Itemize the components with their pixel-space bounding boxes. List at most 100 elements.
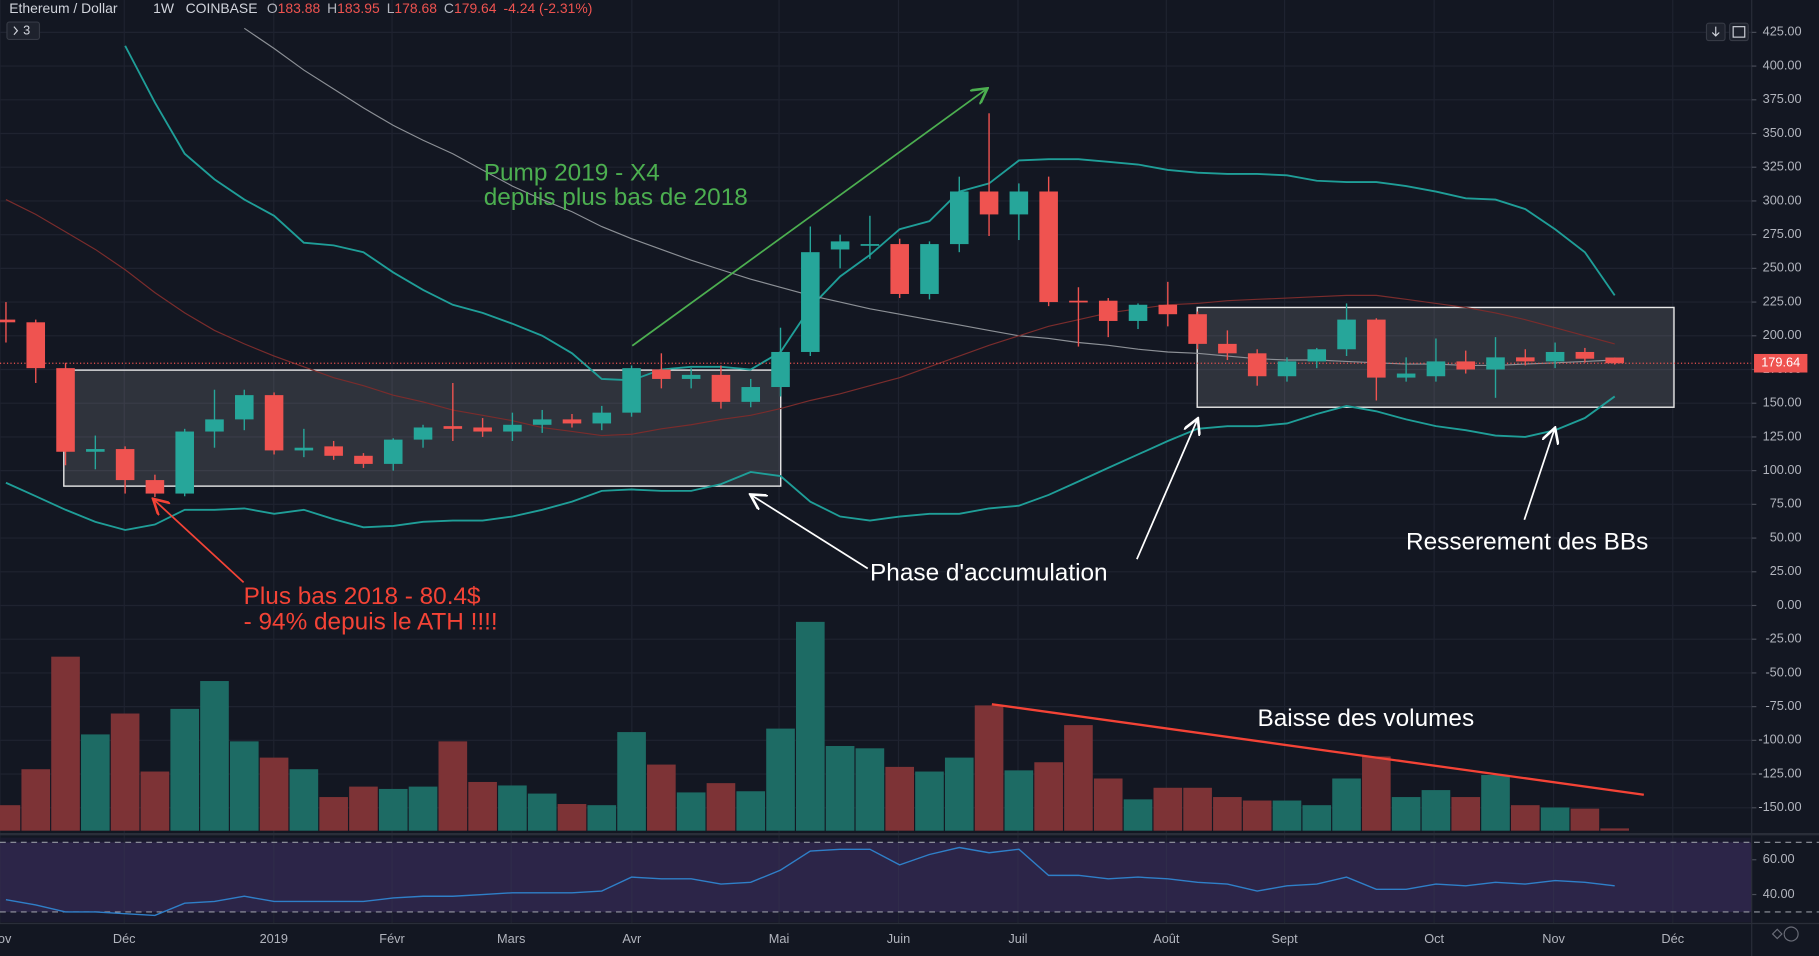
volume-bar bbox=[676, 792, 706, 831]
annotations: Pump 2019 - X4 depuis plus bas de 2018 P… bbox=[154, 89, 1648, 796]
volume-bar bbox=[319, 797, 348, 831]
volume-bar bbox=[1093, 778, 1123, 831]
volume-bar bbox=[1540, 807, 1570, 831]
candle-body bbox=[920, 244, 939, 294]
candle-body bbox=[1545, 351, 1565, 362]
rsi-line bbox=[5, 846, 1615, 917]
exchange: COINBASE bbox=[186, 0, 258, 16]
volume-bar bbox=[1451, 797, 1481, 831]
volume-bar bbox=[944, 757, 974, 831]
volume-bar bbox=[468, 781, 497, 831]
x-tick-label: Déc bbox=[1661, 931, 1684, 946]
candle-body bbox=[949, 191, 969, 245]
indicator-toggle[interactable] bbox=[6, 21, 41, 41]
candle-body bbox=[1098, 300, 1118, 321]
candle-body bbox=[890, 244, 909, 294]
candle-body bbox=[264, 395, 284, 451]
x-tick-label: Juin bbox=[887, 931, 910, 946]
volume-bar bbox=[140, 771, 170, 831]
candle-body bbox=[860, 244, 880, 246]
candle-body bbox=[741, 387, 761, 402]
candle-body bbox=[86, 449, 105, 452]
candle-body bbox=[622, 368, 641, 413]
candle-body bbox=[56, 368, 75, 452]
volume-bar bbox=[259, 757, 289, 831]
settings-icon[interactable] bbox=[1771, 926, 1799, 942]
candle-body bbox=[1337, 319, 1356, 350]
arrow bbox=[1523, 429, 1554, 521]
volume-bar bbox=[974, 705, 1004, 831]
candle-body bbox=[413, 427, 433, 440]
last-price-label: 179.64 bbox=[1761, 355, 1800, 370]
volume-bar bbox=[378, 788, 408, 831]
moving-average bbox=[5, 199, 1615, 437]
candle-body bbox=[1516, 357, 1535, 362]
x-tick-label: Oct bbox=[1424, 931, 1444, 946]
x-tick-label: Juil bbox=[1008, 931, 1027, 946]
candle-body bbox=[1009, 191, 1029, 215]
candle-body bbox=[26, 322, 46, 369]
candle-body bbox=[1307, 349, 1327, 362]
arrow bbox=[1136, 420, 1197, 560]
volume-bar bbox=[706, 783, 736, 831]
indicator-count: 3 bbox=[23, 23, 30, 38]
arrow bbox=[631, 89, 986, 347]
fullscreen-button[interactable] bbox=[1729, 22, 1749, 42]
legend-value: 178.68 bbox=[394, 0, 437, 16]
annotation: Resserement des BBs bbox=[1406, 528, 1648, 555]
x-tick-label: 2019 bbox=[260, 931, 288, 946]
y-tick-label: -150.00 bbox=[1758, 799, 1801, 814]
fullscreen-icon bbox=[1732, 26, 1746, 38]
x-tick-label: Nov bbox=[1542, 931, 1565, 946]
candle-body bbox=[383, 439, 403, 464]
volume-bar bbox=[1123, 799, 1153, 831]
legend-value: 183.88 bbox=[278, 0, 321, 16]
arrow bbox=[154, 500, 245, 584]
volume-bar bbox=[1213, 797, 1242, 831]
volume-bar bbox=[0, 805, 21, 831]
annotation: Baisse des volumes bbox=[1258, 705, 1475, 732]
legend-key: L bbox=[387, 0, 395, 16]
candle-body bbox=[1367, 319, 1386, 378]
y-tick-label: 250.00 bbox=[1763, 260, 1802, 275]
candle-body bbox=[1247, 353, 1267, 377]
candle-body bbox=[1069, 300, 1088, 303]
rsi-tick-label: 40.00 bbox=[1763, 886, 1795, 901]
candle-body bbox=[771, 351, 790, 388]
y-tick-label: -50.00 bbox=[1765, 664, 1801, 679]
x-tick-label: Févr bbox=[379, 931, 405, 946]
volume-bar bbox=[1272, 800, 1302, 831]
y-tick-label: -25.00 bbox=[1765, 631, 1801, 646]
candle-body bbox=[1218, 343, 1237, 354]
candle-body bbox=[1426, 361, 1446, 377]
candle-body bbox=[115, 449, 135, 481]
arrow bbox=[752, 495, 869, 570]
y-tick-label: 25.00 bbox=[1770, 563, 1802, 578]
y-tick-label: 400.00 bbox=[1763, 57, 1802, 72]
candle-body bbox=[1039, 191, 1058, 303]
x-tick-label: Nov bbox=[0, 931, 12, 946]
candle-body bbox=[1277, 361, 1297, 377]
header: Ethereum / Dollar 1W COINBASE O 183.88 H 18… bbox=[6, 0, 1749, 42]
volume-bar bbox=[885, 766, 915, 831]
rsi-band bbox=[0, 842, 1752, 912]
volume-bar bbox=[1034, 762, 1063, 831]
candle-body bbox=[443, 426, 463, 429]
volume-bar bbox=[647, 764, 676, 831]
x-tick-label: Mai bbox=[769, 931, 790, 946]
volume-bar bbox=[21, 769, 51, 831]
candle-body bbox=[592, 412, 612, 424]
annotation: depuis plus bas de 2018 bbox=[484, 184, 748, 211]
candles bbox=[0, 113, 1624, 498]
y-tick-label: 150.00 bbox=[1763, 395, 1802, 410]
legend-value: -4.24 (-2.31%) bbox=[503, 0, 592, 16]
volume-bar bbox=[408, 786, 438, 831]
candle-body bbox=[681, 374, 701, 379]
y-tick-label: -125.00 bbox=[1758, 765, 1801, 780]
y-tick-label: 350.00 bbox=[1763, 125, 1802, 140]
y-tick-label: -100.00 bbox=[1758, 732, 1801, 747]
volume-bar bbox=[1510, 805, 1540, 831]
rsi: 60.00 40.00 bbox=[0, 841, 1819, 917]
